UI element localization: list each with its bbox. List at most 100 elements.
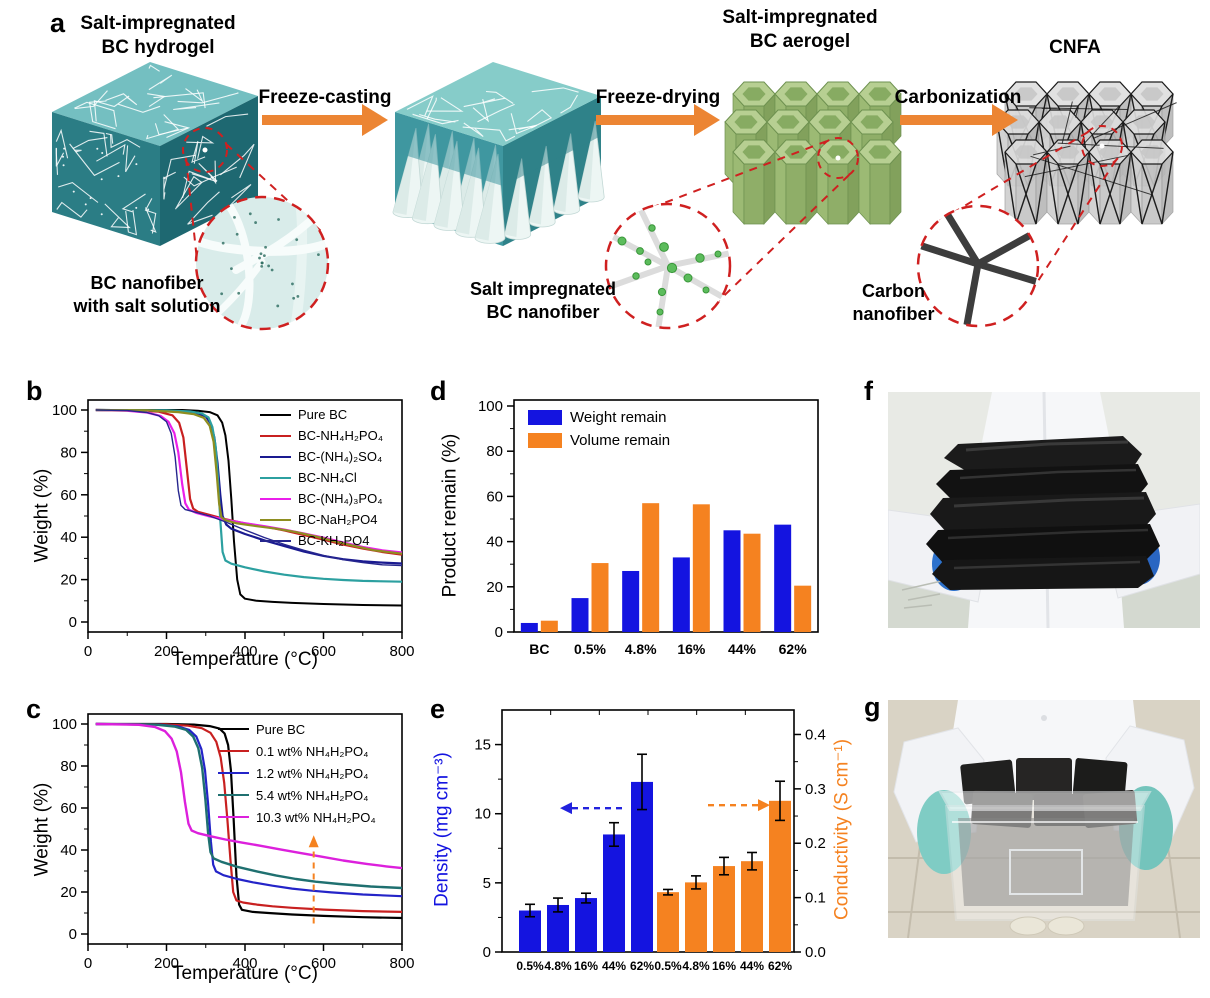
density-bar bbox=[575, 898, 597, 952]
truss-line bbox=[1004, 151, 1017, 225]
carbon-fiber bbox=[974, 228, 1038, 268]
series-line bbox=[95, 408, 403, 556]
zoom-spot-circle bbox=[182, 127, 228, 173]
prism-top-hole bbox=[776, 115, 800, 129]
fiber-line bbox=[96, 143, 126, 162]
truss-top-edge bbox=[1122, 109, 1166, 135]
weight-remain-bar bbox=[723, 530, 741, 632]
fiber-line bbox=[177, 92, 239, 104]
category-label: 62% bbox=[630, 959, 654, 973]
legend-line-swatch bbox=[218, 728, 249, 730]
fiber-line bbox=[182, 170, 212, 199]
legend-label: Pure BC bbox=[298, 407, 348, 422]
category-label: 4.8% bbox=[625, 641, 657, 657]
legend-color-swatch bbox=[528, 433, 562, 448]
category-label: 16% bbox=[677, 641, 706, 657]
salt-particle bbox=[636, 247, 644, 255]
c-y-axis-title: Weight (%) bbox=[31, 782, 53, 877]
prism-top-hole bbox=[860, 115, 884, 129]
hydrogel-title: Salt-impregnated BC hydrogel bbox=[80, 13, 236, 58]
speckle bbox=[89, 197, 92, 200]
salt-ion-dot bbox=[270, 268, 274, 272]
speckle bbox=[135, 163, 138, 166]
aerogel-callout: Salt impregnated BC nanofiber bbox=[469, 279, 617, 322]
legend-entry: 0.1 wt% NH₄H₂PO₄ bbox=[218, 740, 376, 762]
fiber-line bbox=[105, 132, 114, 144]
prism-top-hole bbox=[742, 145, 766, 159]
salt-ion-dot bbox=[277, 218, 280, 221]
y-tick-label: 0 bbox=[69, 926, 77, 943]
volume-remain-bar bbox=[692, 504, 710, 632]
salt-ion-dot bbox=[230, 267, 233, 271]
fiber-line bbox=[228, 184, 252, 208]
legend-entry: 10.3 wt% NH₄H₂PO₄ bbox=[218, 806, 376, 828]
salt-ion-dot bbox=[291, 282, 294, 286]
x-tick-label: 0 bbox=[84, 643, 92, 660]
fiber-line bbox=[219, 143, 255, 179]
legend-label: BC-(NH₄)₂SO₄ bbox=[298, 449, 383, 464]
fiber-line bbox=[55, 128, 69, 159]
truss-line bbox=[1161, 151, 1174, 225]
e-left-axis-title: Density (mg cm⁻³) bbox=[431, 752, 453, 907]
fiber-line bbox=[74, 149, 82, 153]
category-label: BC bbox=[529, 641, 549, 657]
fiber-line bbox=[74, 90, 108, 110]
category-label: 62% bbox=[768, 959, 792, 973]
zoom-spot-dot bbox=[1099, 143, 1105, 149]
fiber-line bbox=[145, 114, 180, 140]
fiber-line bbox=[118, 103, 161, 113]
salt-ion-dot bbox=[260, 264, 264, 268]
salt-ion-dot bbox=[221, 241, 225, 245]
product-remain-plot: 0 20 40 60 80 100 BC 0.5% 4.8% 16% 44% 62% bbox=[478, 398, 819, 657]
category-label: 44% bbox=[602, 959, 626, 973]
coat-button bbox=[1041, 715, 1047, 721]
salt-ion-dot bbox=[292, 296, 296, 300]
fiber-line bbox=[164, 121, 191, 139]
conductivity-bar bbox=[657, 892, 679, 952]
y-tick-label: 40 bbox=[486, 534, 503, 551]
prism-face bbox=[743, 163, 765, 225]
density-conductivity-chart: 0 5 10 15 0.0 0.1 0.2 0.3 0.4 0.5% 0.5% 4.8% 4.8% 16%… bbox=[426, 692, 881, 998]
y-tick-label: 60 bbox=[60, 800, 77, 817]
speckle bbox=[72, 190, 75, 193]
chart-legend: Weight remain Volume remain bbox=[528, 406, 670, 452]
legend-entry: Pure BC bbox=[260, 404, 383, 425]
salt-ion-dot bbox=[237, 291, 241, 295]
truss-line bbox=[1130, 151, 1143, 225]
magnifier-carbon-content bbox=[918, 208, 1038, 326]
x-tick-label: 400 bbox=[232, 643, 257, 660]
legend-line-swatch bbox=[260, 413, 291, 416]
speckle bbox=[147, 208, 150, 211]
d-y-axis-title: Product remain (%) bbox=[439, 433, 461, 598]
carbon-fiber bbox=[962, 260, 982, 326]
salt-particle bbox=[659, 242, 669, 252]
tga-salts-plot: 0 200 400 600 800 0 20 40 60 80 100 bbox=[52, 399, 415, 660]
series-line bbox=[95, 408, 403, 583]
process-arrow-head bbox=[694, 104, 720, 136]
volume-remain-bar bbox=[591, 563, 609, 632]
legend-line-swatch bbox=[260, 434, 291, 437]
salt-ion-dot bbox=[258, 256, 261, 260]
prism-top-hole bbox=[1098, 145, 1122, 159]
category-label: 16% bbox=[712, 959, 736, 973]
magnifier-aerogel-border bbox=[604, 202, 732, 330]
salt-ion-dot bbox=[262, 254, 266, 257]
carbonization-label: Carbonization bbox=[894, 87, 1022, 108]
legend-label: BC-NH₄Cl bbox=[298, 470, 357, 485]
speckle bbox=[96, 147, 99, 150]
y-tick-label: 100 bbox=[478, 398, 503, 415]
legend-label: 10.3 wt% NH₄H₂PO₄ bbox=[256, 809, 376, 825]
prism-top-hole bbox=[1048, 115, 1072, 129]
fiber-line bbox=[485, 90, 514, 104]
carbon-strut bbox=[1024, 154, 1128, 178]
photo-cnfa-container bbox=[888, 700, 1200, 938]
x-tick-label: 0 bbox=[84, 955, 92, 972]
process-arrow-shaft bbox=[262, 115, 364, 125]
y-tick-label: 80 bbox=[486, 443, 503, 460]
salt-particle bbox=[644, 258, 652, 266]
conductivity-bar bbox=[685, 882, 707, 952]
legend-entry: 5.4 wt% NH₄H₂PO₄ bbox=[218, 784, 376, 806]
product-remain-chart: 0 20 40 60 80 100 BC 0.5% 4.8% 16% 44% 62% Product … bbox=[426, 374, 840, 674]
truss-line bbox=[1015, 163, 1037, 225]
